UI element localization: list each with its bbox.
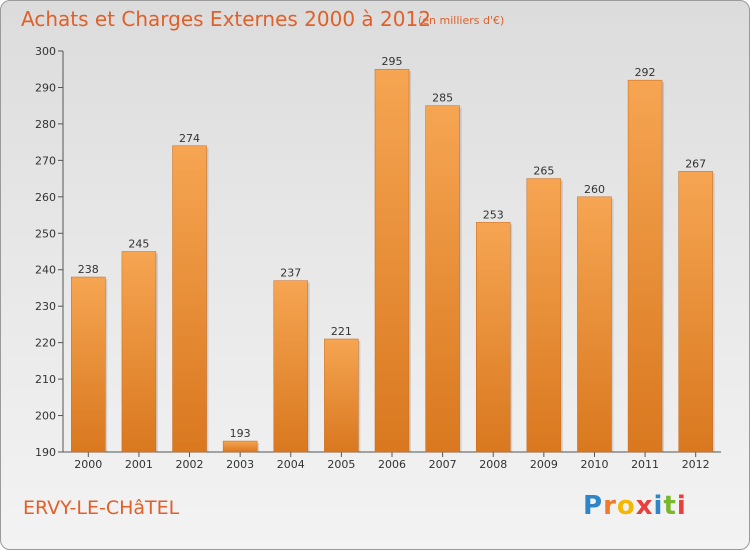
x-tick-label: 2000 (74, 458, 102, 471)
x-tick-label: 2006 (378, 458, 406, 471)
chart-axes: 190 200 210 220 230 240 250 260 270 280 290 300 2000… (35, 45, 721, 471)
bar-2005 (324, 338, 359, 453)
bar-2011 (627, 79, 663, 453)
y-tick-label: 210 (35, 373, 56, 386)
y-tick-label: 240 (35, 264, 56, 277)
bar-2000 (71, 276, 106, 453)
bar-2004 (273, 280, 309, 453)
value-label: 193 (230, 427, 251, 440)
y-tick-label: 300 (35, 45, 56, 58)
value-label: 253 (483, 208, 504, 221)
y-tick-label: 270 (35, 154, 56, 167)
chart-bars (71, 68, 715, 453)
y-tick-label: 200 (35, 410, 56, 423)
value-label: 285 (432, 92, 453, 105)
x-tick-label: 2008 (479, 458, 507, 471)
location-name: ERVY-LE-CHâTEL (23, 497, 180, 519)
x-tick-label: 2011 (631, 458, 659, 471)
value-label: 267 (685, 157, 706, 170)
logo-letter: x (635, 491, 654, 521)
value-label: 274 (179, 132, 200, 145)
value-label: 245 (128, 238, 149, 251)
chart-title: Achats et Charges Externes 2000 à 2012 (21, 7, 431, 31)
bar-2012 (678, 171, 713, 453)
y-tick-label: 290 (35, 81, 56, 94)
bar-2007 (425, 105, 460, 453)
y-tick-label: 190 (35, 446, 56, 459)
value-label: 238 (78, 263, 99, 276)
bar-2008 (475, 222, 511, 453)
y-tick-label: 230 (35, 300, 56, 313)
value-label: 260 (584, 183, 605, 196)
chart-value-labels: 238 245 274 193 237 221 295 285 253 265 260 292 267 (78, 55, 706, 440)
bar-2010 (577, 196, 612, 453)
value-label: 265 (533, 165, 554, 178)
proxiti-logo: Proxiti (583, 491, 687, 521)
logo-letter: i (653, 491, 664, 521)
x-tick-label: 2012 (682, 458, 710, 471)
y-tick-label: 260 (35, 191, 56, 204)
logo-letter: t (663, 491, 677, 521)
bar-2003 (222, 440, 258, 453)
x-tick-label: 2007 (429, 458, 457, 471)
value-label: 292 (635, 66, 656, 79)
logo-letter: i (676, 491, 687, 521)
logo-letter: P (583, 491, 604, 521)
bar-2002 (172, 145, 207, 453)
y-tick-label: 280 (35, 118, 56, 131)
x-tick-label: 2004 (277, 458, 305, 471)
x-tick-label: 2005 (327, 458, 355, 471)
x-tick-label: 2001 (125, 458, 153, 471)
x-tick-label: 2003 (226, 458, 254, 471)
x-tick-label: 2010 (580, 458, 608, 471)
x-tick-label: 2002 (176, 458, 204, 471)
y-tick-label: 220 (35, 337, 56, 350)
chart-subtitle: (en milliers d'€) (418, 14, 505, 27)
value-label: 295 (382, 55, 403, 68)
bar-2009 (526, 178, 562, 453)
logo-letter: r (603, 491, 617, 521)
y-tick-label: 250 (35, 227, 56, 240)
value-label: 237 (280, 267, 301, 280)
bar-2006 (374, 68, 410, 453)
logo-letter: o (616, 491, 636, 521)
value-label: 221 (331, 325, 352, 338)
bar-2001 (121, 251, 157, 453)
x-tick-label: 2009 (530, 458, 558, 471)
